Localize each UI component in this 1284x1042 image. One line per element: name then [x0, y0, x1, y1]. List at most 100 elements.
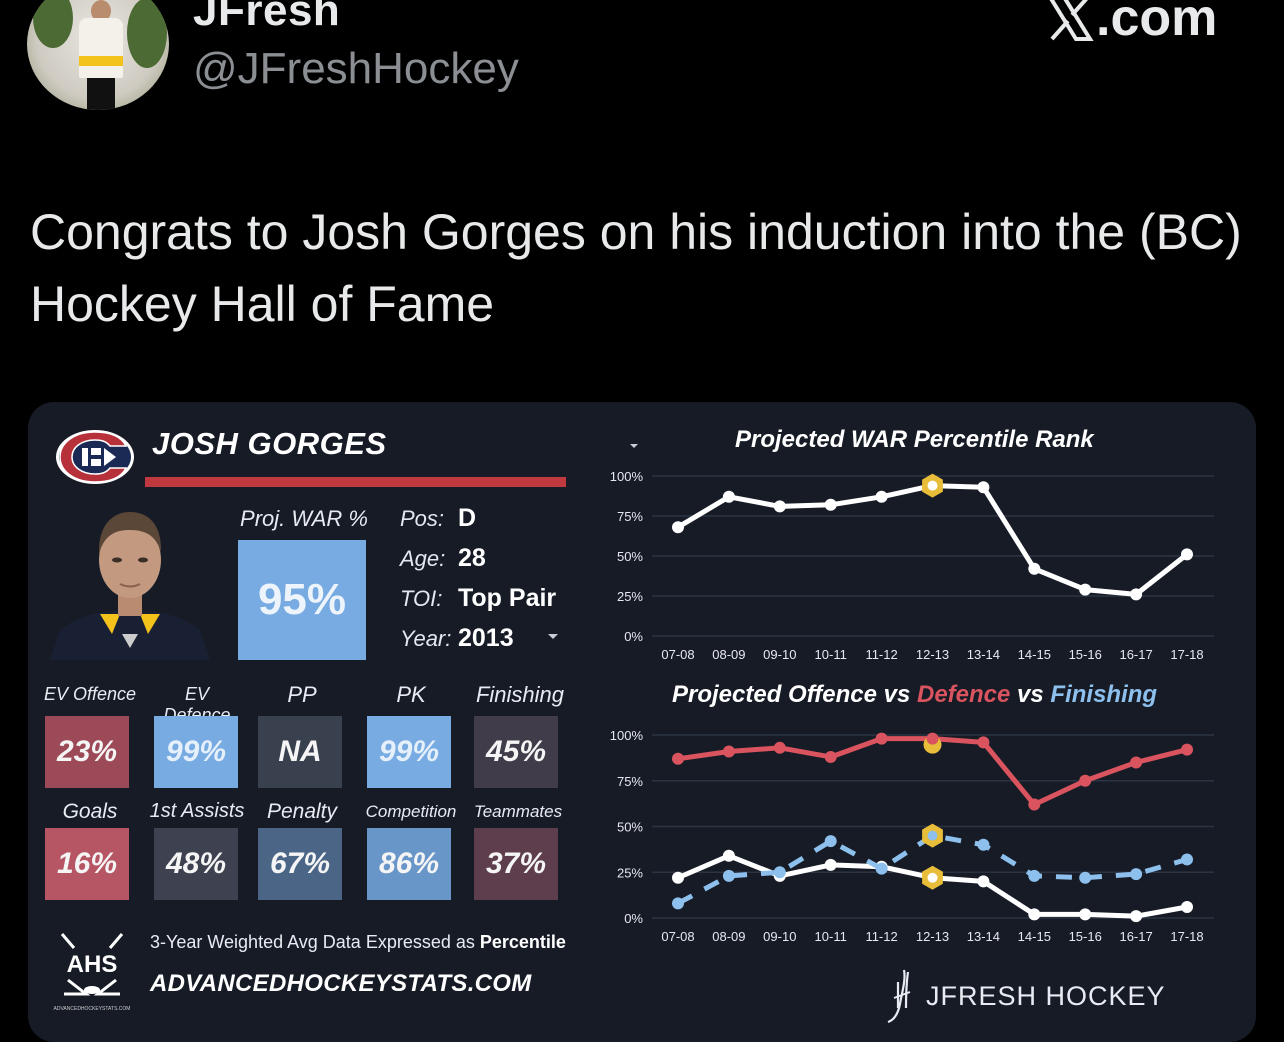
advancedhockeystats-link[interactable]: ADVANCEDHOCKEYSTATS.COM — [150, 970, 532, 997]
data-point — [672, 871, 684, 884]
data-point — [875, 732, 888, 745]
info-key: Pos: — [400, 506, 445, 531]
stat-label: PP — [287, 682, 317, 707]
y-tick-label: 100% — [610, 469, 644, 484]
info-value: 28 — [458, 544, 486, 572]
data-point — [1181, 548, 1193, 561]
data-point — [773, 866, 786, 879]
x-com-badge: .com — [1046, 0, 1217, 48]
x-tick-label: 11-12 — [865, 929, 897, 944]
data-point — [824, 835, 837, 848]
x-tick-label: 12-13 — [916, 929, 949, 944]
stat-pk: 99% — [367, 716, 451, 788]
footnote-text: 3-Year Weighted Avg Data Expressed as — [150, 932, 480, 952]
info-value: D — [458, 504, 477, 532]
x-tick-label: 09-10 — [763, 929, 796, 944]
stat-competition: 86% — [367, 828, 451, 900]
jfresh-hockey-brand: JFRESH HOCKEY — [884, 968, 1166, 1024]
svg-text:AHS: AHS — [67, 951, 118, 978]
data-point — [977, 481, 990, 494]
data-point — [773, 741, 786, 754]
brand-text: JFRESH HOCKEY — [926, 980, 1166, 1011]
stat-ev-offence: 23% — [45, 716, 129, 788]
chart-dropdown-caret-icon[interactable] — [630, 444, 638, 448]
x-tick-label: 14-15 — [1018, 647, 1051, 662]
x-tick-label: 09-10 — [763, 647, 796, 662]
data-point — [977, 736, 990, 749]
x-tick-label: 07-08 — [661, 929, 694, 944]
data-point — [1130, 756, 1143, 769]
x-tick-label: 10-11 — [815, 647, 847, 662]
stat-pp: NA — [258, 716, 342, 788]
data-point — [1181, 743, 1193, 756]
x-tick-label: 07-08 — [661, 647, 694, 662]
x-com-text: .com — [1096, 0, 1218, 47]
x-tick-label: 12-13 — [916, 647, 949, 662]
stat-label: Teammates — [473, 802, 563, 821]
info-pos: Pos: D — [400, 504, 476, 533]
x-tick-label: 08-09 — [712, 647, 745, 662]
y-tick-label: 0% — [624, 629, 643, 644]
avatar[interactable] — [27, 0, 169, 110]
war-chart-title: Projected WAR Percentile Rank — [735, 426, 1094, 453]
year-dropdown-caret-icon[interactable] — [548, 634, 558, 639]
data-point — [672, 752, 684, 765]
proj-war-label: Proj. WAR % — [240, 506, 368, 531]
title-part: vs — [1010, 681, 1051, 708]
x-tick-label: 17-18 — [1170, 647, 1203, 662]
x-tick-label: 17-18 — [1170, 929, 1203, 944]
y-tick-label: 50% — [617, 549, 643, 564]
data-point — [875, 862, 888, 875]
info-age: Age: 28 — [400, 544, 486, 573]
footnote: 3-Year Weighted Avg Data Expressed as Pe… — [150, 932, 566, 953]
stat-goals: 16% — [45, 828, 129, 900]
svg-text:ADVANCEDHOCKEYSTATS.COM: ADVANCEDHOCKEYSTATS.COM — [54, 1006, 131, 1012]
y-tick-label: 75% — [617, 509, 643, 524]
player-card-image[interactable]: JOSH GORGES Proj. WAR % 95% Pos: D Age: … — [28, 402, 1256, 1042]
data-point — [824, 858, 837, 871]
stat-label: EV Offence — [43, 684, 137, 704]
title-underline — [145, 477, 566, 487]
ovd-chart-title: Projected Offence vs Defence vs Finishin… — [672, 681, 1157, 709]
data-point — [1028, 869, 1041, 882]
x-tick-label: 13-14 — [967, 929, 1000, 944]
data-point — [977, 875, 990, 888]
y-tick-label: 0% — [624, 911, 643, 926]
avatar-legs — [87, 78, 115, 110]
stat-label: Finishing — [475, 682, 565, 707]
stat-ev-defence: 99% — [154, 716, 238, 788]
data-point — [1028, 562, 1041, 575]
x-tick-label: 16-17 — [1119, 929, 1152, 944]
info-value: Top Pair — [458, 584, 557, 612]
display-name[interactable]: JFresh — [193, 0, 341, 35]
player-name: JOSH GORGES — [152, 426, 387, 461]
x-tick-label: 14-15 — [1018, 929, 1051, 944]
data-point — [1130, 910, 1143, 923]
data-point — [1130, 588, 1143, 601]
data-point — [672, 521, 684, 534]
stat-finishing: 45% — [474, 716, 558, 788]
user-handle[interactable]: @JFreshHockey — [193, 44, 519, 93]
series-line-finishing — [676, 833, 1188, 906]
data-point — [722, 490, 735, 503]
data-point — [1079, 583, 1092, 596]
x-tick-label: 15-16 — [1069, 929, 1102, 944]
data-point — [672, 897, 684, 910]
footnote-bold: Percentile — [479, 932, 566, 952]
data-point — [1028, 798, 1041, 811]
stat-label: Goals — [62, 800, 118, 823]
data-point — [1130, 868, 1143, 881]
stat-teammates: 37% — [474, 828, 558, 900]
data-point — [1181, 853, 1193, 866]
info-year[interactable]: Year: 2013 — [400, 624, 514, 653]
x-tick-label: 13-14 — [967, 647, 1000, 662]
canadiens-logo-icon — [56, 430, 134, 484]
stat-label: Competition — [365, 802, 457, 821]
year-select-value[interactable]: 2013 — [458, 624, 514, 652]
stat-label: 1st Assists — [149, 800, 245, 822]
avatar-foliage — [33, 0, 73, 48]
data-point — [1079, 774, 1092, 787]
proj-war-value: 95% — [238, 540, 366, 660]
stat-1st-assists: 48% — [154, 828, 238, 900]
avatar-head — [91, 0, 111, 22]
